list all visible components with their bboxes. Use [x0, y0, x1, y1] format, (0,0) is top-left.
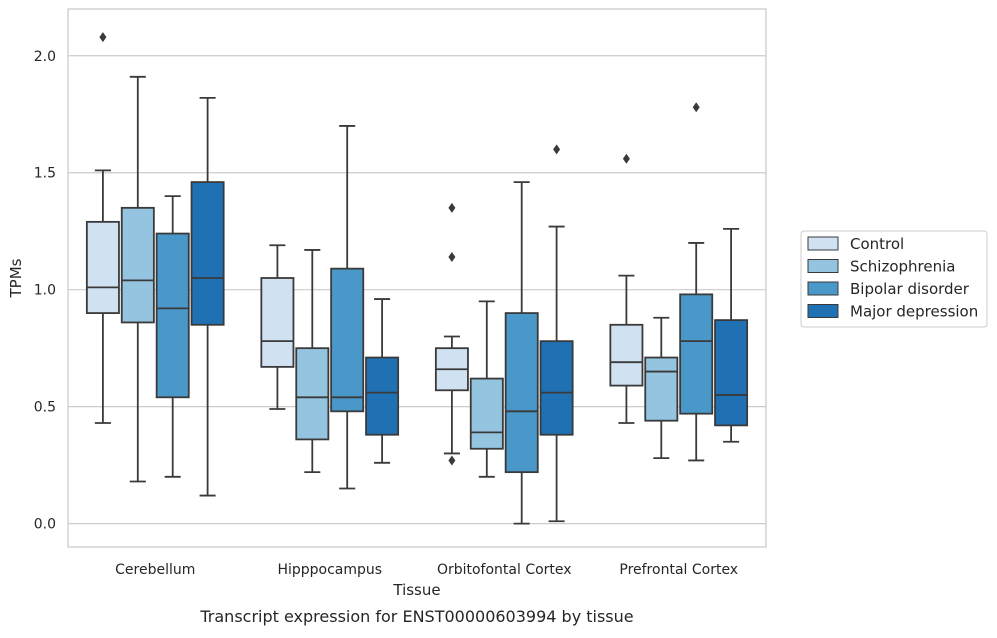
box-iqr: [644, 356, 679, 422]
legend-label: Bipolar disorder: [850, 280, 970, 298]
box-iqr: [295, 347, 330, 441]
outlier-point: [448, 455, 456, 466]
box-iqr: [85, 220, 120, 314]
box-iqr: [260, 277, 295, 368]
legend-item: Bipolar disorder: [807, 280, 970, 298]
y-tick-label: 2.0: [34, 49, 56, 65]
box-iqr: [609, 323, 644, 387]
box-iqr: [330, 267, 365, 413]
outlier-point: [99, 32, 107, 43]
legend-frame: [800, 230, 988, 328]
box-iqr: [120, 206, 155, 324]
outlier-point: [622, 153, 630, 164]
y-axis-label: TPMs: [7, 258, 25, 298]
plot-frame: [67, 8, 767, 548]
y-tick-label: 0.5: [34, 400, 56, 416]
x-axis-ticks: Cerebellum Hipppocampus Orbitofontal Corte…: [115, 562, 738, 578]
box-iqr: [504, 312, 539, 474]
box-plot: [365, 298, 400, 464]
box-plot: [609, 153, 644, 424]
box-plot: [434, 202, 469, 466]
outlier-point: [553, 144, 561, 155]
box-plot: [260, 244, 295, 410]
legend-items: Control Schizophrenia Bipolar disorder Majo…: [807, 235, 978, 321]
box-plot: [504, 181, 539, 525]
y-axis-ticks: 0.0 0.5 1.0 1.5 2.0: [34, 49, 56, 533]
y-tick-label: 1.5: [34, 166, 56, 182]
box-plot: [469, 300, 504, 478]
x-tick-label: Orbitofontal Cortex: [437, 562, 572, 578]
legend-swatch: [807, 259, 839, 273]
box-iqr: [469, 377, 504, 450]
box-plot: [155, 195, 190, 478]
box-plot: [714, 227, 749, 443]
legend-swatch: [807, 281, 839, 296]
legend-swatch: [807, 236, 839, 251]
box-iqr: [190, 181, 225, 326]
box-iqr: [714, 319, 749, 427]
box-plot: [679, 102, 714, 462]
legend-label: Schizophrenia: [850, 258, 955, 276]
outlier-point: [448, 251, 456, 262]
y-tick-label: 0.0: [34, 517, 56, 533]
x-axis-label: Tissue: [392, 581, 440, 599]
y-tick-label: 1.0: [34, 283, 56, 299]
outlier-point: [692, 102, 700, 113]
box-plot: [539, 144, 574, 523]
box-plot: [120, 75, 155, 483]
box-plot: [330, 125, 365, 490]
box-plot: [295, 249, 330, 474]
x-tick-label: Prefrontal Cortex: [619, 562, 738, 578]
legend-label: Major depression: [850, 303, 978, 321]
legend-swatch: [807, 304, 839, 318]
box-plot: [85, 32, 120, 424]
boxes: [85, 32, 749, 525]
box-iqr: [365, 356, 400, 436]
figure-caption: Transcript expression for ENST0000060399…: [199, 607, 633, 626]
box-plot: [644, 316, 679, 460]
legend-item: Schizophrenia: [807, 258, 955, 276]
legend-label: Control: [850, 235, 904, 253]
x-tick-label: Cerebellum: [115, 562, 195, 578]
legend: Control Schizophrenia Bipolar disorder Majo…: [800, 230, 988, 328]
box-iqr: [539, 340, 574, 436]
legend-item: Control: [807, 235, 904, 253]
box-iqr: [679, 293, 714, 415]
x-tick-label: Hipppocampus: [277, 562, 382, 578]
box-plot: [190, 96, 225, 497]
legend-item: Major depression: [807, 303, 978, 321]
box-iqr: [155, 232, 190, 399]
outlier-point: [448, 202, 456, 213]
